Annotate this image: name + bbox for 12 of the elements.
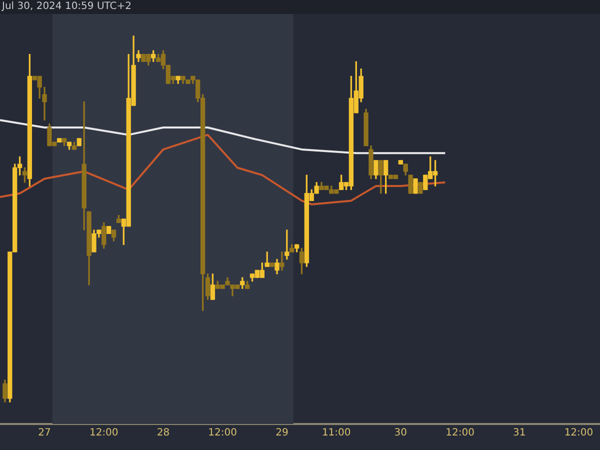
x-tick-label: 31	[513, 428, 526, 439]
x-tick-label: 29	[276, 428, 288, 439]
x-tick-label: 12:00	[564, 428, 594, 439]
x-tick-label: 28	[156, 428, 170, 439]
x-tick-label: 12:00	[208, 428, 238, 439]
x-tick-label: 11:00	[322, 428, 351, 439]
x-tick-label: 12:00	[446, 428, 474, 439]
x-tick-label: 27	[38, 428, 51, 439]
text: Jul 30, 2024 10:59 UTC+2	[2, 1, 132, 12]
candlestick	[280, 252, 284, 271]
x-tick-label: 30	[394, 428, 408, 439]
x-tick-label: 12:00	[89, 428, 118, 439]
